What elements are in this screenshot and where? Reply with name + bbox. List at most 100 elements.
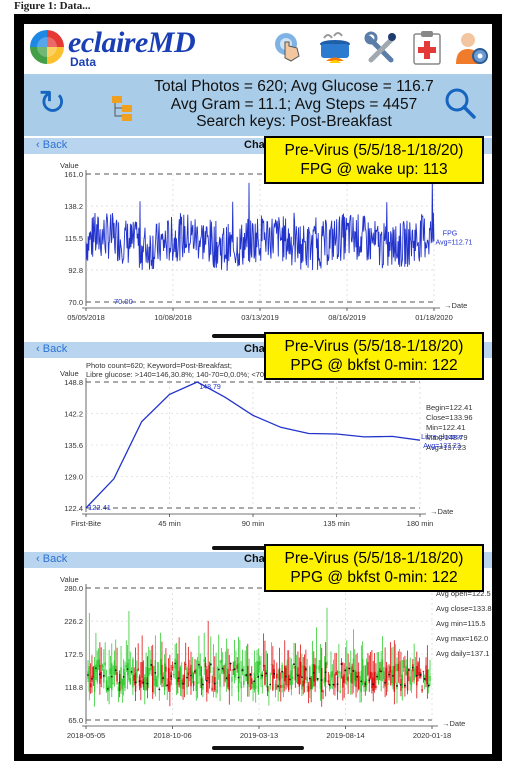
candle-body xyxy=(163,663,166,691)
candle-body xyxy=(262,664,265,667)
back-button[interactable]: ‹ Back xyxy=(36,553,68,565)
candle-avg-dot xyxy=(312,671,315,674)
candle-body xyxy=(181,680,183,685)
candle-body xyxy=(140,679,142,688)
candle-body xyxy=(171,666,174,668)
candle-body xyxy=(391,669,393,684)
stats-text-line: Avg=137.23 xyxy=(426,443,466,452)
candle-body xyxy=(232,669,234,671)
candle-body xyxy=(343,674,345,683)
back-button[interactable]: ‹ Back xyxy=(36,343,68,355)
candle-body xyxy=(153,678,155,680)
candle-body xyxy=(294,665,297,681)
candle-body xyxy=(137,668,139,671)
candle-avg-dot xyxy=(332,683,335,686)
y-tick-label: 129.0 xyxy=(64,473,83,482)
candle-avg-dot xyxy=(269,683,272,686)
x-tick-label: 2018-05-05 xyxy=(67,731,105,740)
callout-line-value: FPG @ wake up: 113 xyxy=(300,161,448,178)
candle-body xyxy=(387,682,389,686)
candle-body xyxy=(284,665,286,682)
candle-body xyxy=(342,676,344,688)
candle-avg-dot xyxy=(170,675,173,678)
candle-avg-dot xyxy=(368,679,371,682)
candle-body xyxy=(231,676,233,682)
candle-avg-dot xyxy=(154,671,157,674)
home-indicator xyxy=(212,546,304,550)
candle-body xyxy=(361,658,364,685)
stats-text-line: Begin=122.41 xyxy=(426,403,473,412)
candle-body xyxy=(144,677,146,691)
candle-body xyxy=(199,665,201,676)
candle-body xyxy=(276,673,278,679)
candle-body xyxy=(319,659,322,689)
candle-body xyxy=(157,662,159,679)
candle-body xyxy=(290,670,293,690)
candle-body xyxy=(339,691,341,693)
x-tick-label: First-Bite xyxy=(71,519,101,528)
stats-text-line: Avg daily=137.1 xyxy=(436,649,489,658)
stats-summary: Total Photos = 620; Avg Glucose = 116.7 … xyxy=(134,74,454,131)
candle-body xyxy=(235,674,237,676)
candle-body xyxy=(177,677,179,683)
y-tick-label: 226.2 xyxy=(64,617,83,626)
candle-avg-dot xyxy=(388,673,390,676)
user-settings-icon[interactable] xyxy=(452,29,490,67)
candle-avg-dot xyxy=(376,675,379,678)
candle-body xyxy=(161,664,163,684)
candle-avg-dot xyxy=(261,674,264,677)
y-tick-label: 138.2 xyxy=(64,202,83,211)
series-name-label: Libre glucose xyxy=(421,434,463,441)
candle-body xyxy=(405,666,407,676)
refresh-icon[interactable]: ↻ xyxy=(38,84,67,122)
candle-body xyxy=(288,675,290,690)
cooking-pot-icon[interactable] xyxy=(316,29,354,67)
candle-body xyxy=(244,673,246,677)
candle-avg-dot xyxy=(174,662,177,665)
candle-body xyxy=(108,676,110,691)
candle-body xyxy=(208,665,211,684)
candle-avg-dot xyxy=(249,673,252,676)
candle-body xyxy=(159,658,162,676)
candle-body xyxy=(192,681,195,686)
min-value-label: 70.00 xyxy=(114,297,133,306)
candle-body xyxy=(100,671,102,679)
candle-body xyxy=(421,689,423,692)
candle-body xyxy=(113,660,116,675)
candle-body xyxy=(88,666,91,692)
candle-body xyxy=(195,668,197,691)
candle-body xyxy=(239,676,241,678)
candle-body xyxy=(116,672,118,682)
candle-body xyxy=(97,659,100,667)
candle-body xyxy=(393,665,396,692)
candle-body xyxy=(248,675,250,688)
candle-body xyxy=(385,667,388,684)
candle-avg-dot xyxy=(285,675,287,678)
touch-icon[interactable] xyxy=(270,29,308,67)
candle-avg-dot xyxy=(419,673,422,676)
candle-body xyxy=(212,666,215,684)
candle-body xyxy=(330,672,332,681)
candle-body xyxy=(377,671,380,684)
candle-body xyxy=(351,666,353,684)
x-tick-label: 01/18/2020 xyxy=(415,313,453,322)
candle-body xyxy=(389,666,392,673)
candle-avg-dot xyxy=(209,663,212,666)
candle-body xyxy=(394,663,397,672)
candle-body xyxy=(185,663,187,665)
x-tick-label: 10/08/2018 xyxy=(154,313,192,322)
stats-line-gram: Avg Gram = 11.1; Avg Steps = 4457 xyxy=(170,95,418,113)
candle-avg-dot xyxy=(356,675,359,678)
search-icon[interactable] xyxy=(440,84,480,124)
candle-body xyxy=(141,662,143,679)
candle-body xyxy=(219,673,221,687)
folder-tree-icon[interactable] xyxy=(112,96,134,122)
callout-line-period: Pre-Virus (5/5/18-1/18/20) xyxy=(284,142,464,159)
back-button[interactable]: ‹ Back xyxy=(36,139,68,151)
candle-body xyxy=(397,663,400,672)
candle-avg-dot xyxy=(297,674,299,677)
candle-avg-dot xyxy=(166,684,169,687)
tools-icon[interactable] xyxy=(362,29,400,67)
candle-body xyxy=(326,661,328,665)
medical-kit-icon[interactable] xyxy=(408,29,446,67)
